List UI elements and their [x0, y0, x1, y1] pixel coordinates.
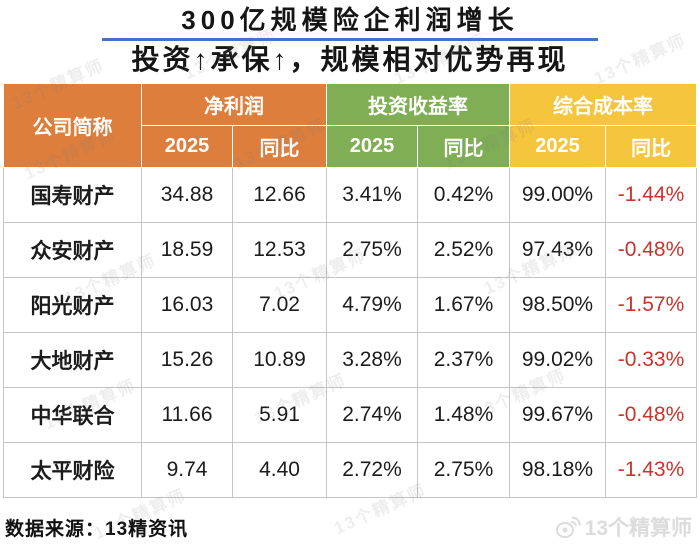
- company-name: 太平财险: [3, 442, 142, 498]
- header-group-combined-ratio: 综合成本率: [509, 83, 697, 126]
- cost-yoy: -1.44%: [605, 167, 697, 223]
- table-header: 公司简称 净利润 投资收益率 综合成本率 2025 同比 2025 同比 202…: [3, 83, 697, 168]
- table-row: 太平财险 9.74 4.40 2.72% 2.75% 98.18% -1.43%: [3, 442, 697, 498]
- page-subtitle: 投资↑承保↑，规模相对优势再现: [131, 44, 569, 75]
- investment-yoy: 1.48%: [417, 387, 510, 443]
- cost-yoy: -0.33%: [605, 332, 697, 388]
- net-profit-yoy: 4.40: [232, 442, 327, 498]
- header-company: 公司简称: [3, 83, 142, 168]
- cost-yoy: -0.48%: [605, 387, 697, 443]
- subheader-cost-yoy: 同比: [605, 125, 697, 168]
- table-row: 中华联合 11.66 5.91 2.74% 1.48% 99.67% -0.48…: [3, 387, 697, 443]
- page-title: 300亿规模险企利润增长: [181, 5, 519, 35]
- investment-2025: 2.74%: [326, 387, 418, 443]
- cost-yoy: -1.57%: [605, 277, 697, 333]
- header-group-net-profit: 净利润: [141, 83, 327, 126]
- investment-2025: 4.79%: [326, 277, 418, 333]
- weibo-eye-icon: [555, 515, 581, 539]
- cost-2025: 99.00%: [509, 167, 606, 223]
- footer: 数据来源：13精资讯 13个精算师: [0, 506, 700, 548]
- net-profit-yoy: 12.66: [232, 167, 327, 223]
- investment-yoy: 2.52%: [417, 222, 510, 278]
- investment-yoy: 2.75%: [417, 442, 510, 498]
- net-profit-yoy: 10.89: [232, 332, 327, 388]
- net-profit-yoy: 5.91: [232, 387, 327, 443]
- net-profit-2025: 11.66: [141, 387, 233, 443]
- net-profit-2025: 9.74: [141, 442, 233, 498]
- cost-2025: 98.50%: [509, 277, 606, 333]
- insurer-profit-table: 公司简称 净利润 投资收益率 综合成本率 2025 同比 2025 同比 202…: [3, 83, 697, 498]
- subheader-net-profit-2025: 2025: [141, 125, 233, 168]
- title-underline: [102, 38, 598, 41]
- subheader-investment-2025: 2025: [326, 125, 418, 168]
- investment-2025: 2.75%: [326, 222, 418, 278]
- investment-yoy: 0.42%: [417, 167, 510, 223]
- investment-yoy: 2.37%: [417, 332, 510, 388]
- cost-2025: 97.43%: [509, 222, 606, 278]
- net-profit-yoy: 7.02: [232, 277, 327, 333]
- cost-2025: 98.18%: [509, 442, 606, 498]
- cost-yoy: -1.43%: [605, 442, 697, 498]
- subheader-investment-yoy: 同比: [417, 125, 510, 168]
- subheader-cost-2025: 2025: [509, 125, 606, 168]
- header-group-investment-yield: 投资收益率: [326, 83, 510, 126]
- brand-name: 13个精算师: [584, 517, 692, 540]
- company-name: 中华联合: [3, 387, 142, 443]
- data-source-label: 数据来源：13精资讯: [5, 518, 189, 540]
- table-body: 国寿财产 34.88 12.66 3.41% 0.42% 99.00% -1.4…: [3, 167, 697, 498]
- net-profit-yoy: 12.53: [232, 222, 327, 278]
- cost-2025: 99.67%: [509, 387, 606, 443]
- net-profit-2025: 15.26: [141, 332, 233, 388]
- net-profit-2025: 16.03: [141, 277, 233, 333]
- company-name: 阳光财产: [3, 277, 142, 333]
- investment-2025: 2.72%: [326, 442, 418, 498]
- net-profit-2025: 18.59: [141, 222, 233, 278]
- investment-2025: 3.41%: [326, 167, 418, 223]
- table-row: 众安财产 18.59 12.53 2.75% 2.52% 97.43% -0.4…: [3, 222, 697, 278]
- company-name: 众安财产: [3, 222, 142, 278]
- company-name: 国寿财产: [3, 167, 142, 223]
- brand-watermark: 13个精算师: [555, 512, 692, 542]
- cost-2025: 99.02%: [509, 332, 606, 388]
- table-row: 大地财产 15.26 10.89 3.28% 2.37% 99.02% -0.3…: [3, 332, 697, 388]
- investment-2025: 3.28%: [326, 332, 418, 388]
- net-profit-2025: 34.88: [141, 167, 233, 223]
- company-name: 大地财产: [3, 332, 142, 388]
- investment-yoy: 1.67%: [417, 277, 510, 333]
- table-row: 国寿财产 34.88 12.66 3.41% 0.42% 99.00% -1.4…: [3, 167, 697, 223]
- cost-yoy: -0.48%: [605, 222, 697, 278]
- subheader-net-profit-yoy: 同比: [232, 125, 327, 168]
- table-row: 阳光财产 16.03 7.02 4.79% 1.67% 98.50% -1.57…: [3, 277, 697, 333]
